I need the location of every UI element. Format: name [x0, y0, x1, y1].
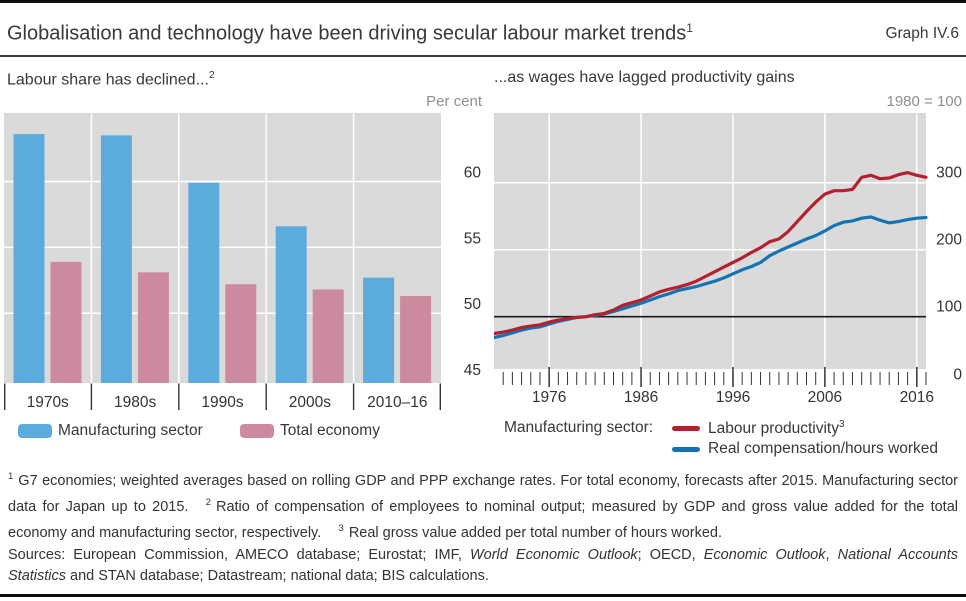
- legend-label-total-economy: Total economy: [280, 422, 380, 439]
- sources-publication-title: Economic Outlook: [703, 547, 826, 563]
- legend-swatch-manufacturing-sector: [18, 424, 52, 438]
- legend-label-manufacturing-sector: Manufacturing sector: [58, 422, 203, 439]
- category-label-1970s: 1970s: [27, 394, 69, 411]
- footnotes-paragraph: 1 G7 economies; weighted averages based o…: [8, 466, 958, 544]
- footnote-marker-1: 1: [8, 471, 14, 482]
- bar-total-economy-1970s: [50, 261, 82, 383]
- sources-publication-title: National Accounts Statistics: [8, 547, 958, 585]
- legend-swatch-labour-productivity: [672, 426, 700, 431]
- left-panel-subtitle-text: Labour share has declined...: [7, 71, 209, 89]
- right-plot-background: [494, 113, 926, 369]
- y-axis-label-300: 300: [936, 165, 962, 182]
- category-label-1980s: 1980s: [114, 394, 156, 411]
- legend-swatch-total-economy: [240, 424, 274, 438]
- y-axis-label-50: 50: [464, 296, 482, 313]
- y-axis-label-0: 0: [953, 367, 962, 384]
- left-panel-subtitle-footnote-marker: 2: [208, 69, 215, 81]
- category-label-2010-16: 2010–16: [367, 394, 427, 411]
- legend-prefix-manufacturing-sector: Manufacturing sector:: [504, 419, 654, 436]
- x-axis-label-1976: 1976: [532, 389, 566, 406]
- page-title-footnote-marker: 1: [686, 21, 693, 35]
- category-label-1990s: 1990s: [201, 394, 243, 411]
- left-panel-unit-label: Per cent: [426, 93, 482, 110]
- bar-total-economy-1990s: [225, 284, 257, 383]
- footnote-marker-2: 2: [205, 497, 211, 509]
- legend-label-real-compensation: Real compensation/hours worked: [708, 440, 939, 457]
- legend-swatch-real-compensation: [672, 447, 700, 452]
- sources-text: Sources: European Commission, AMECO data…: [8, 547, 470, 563]
- y-axis-label-100: 100: [936, 299, 962, 316]
- legend-label-labour-productivity: Labour productivity3: [708, 419, 845, 438]
- footnote-text-2: Ratio of compensation of employees to no…: [8, 498, 958, 542]
- bar-total-economy-1980s: [137, 272, 169, 383]
- y-axis-label-200: 200: [936, 232, 962, 249]
- right-panel-subtitle: ...as wages have lagged productivity gai…: [494, 69, 795, 86]
- bar-manufacturing-sector-2010-16: [363, 277, 395, 383]
- productivity-wages-line-chart: 1976 1986 1996 2006 2016 0 100 200 300: [494, 113, 962, 406]
- footnote-marker-3: 3: [338, 523, 344, 535]
- page-title: Globalisation and technology have been d…: [7, 21, 693, 46]
- page-title-text: Globalisation and technology have been d…: [7, 22, 687, 45]
- graph-number-label: Graph IV.6: [885, 25, 959, 42]
- sources-text: and STAN database; Datastream; national …: [66, 568, 489, 585]
- footnote-text-3: Real gross value added per total number …: [348, 525, 722, 542]
- bar-total-economy-2000s: [312, 289, 344, 383]
- y-axis-label-45: 45: [464, 362, 481, 379]
- bottom-border-rule: [0, 594, 966, 597]
- bar-manufacturing-sector-1980s: [100, 135, 132, 383]
- sources-paragraph: Sources: European Commission, AMECO data…: [8, 545, 958, 588]
- y-axis-label-55: 55: [464, 230, 481, 247]
- left-panel-subtitle: Labour share has declined...2: [7, 69, 215, 89]
- legend-label-labour-productivity-text: Labour productivity: [708, 420, 839, 438]
- sources-text: ; OECD,: [637, 547, 704, 563]
- line-series-labour-productivity: [494, 170, 928, 336]
- y-axis-label-60: 60: [464, 164, 482, 181]
- category-label-2000s: 2000s: [289, 394, 331, 411]
- legend-label-labour-productivity-footnote-marker: 3: [838, 419, 845, 430]
- bar-manufacturing-sector-2000s: [275, 226, 307, 383]
- x-axis-label-1986: 1986: [624, 389, 658, 406]
- top-border-rule: [0, 0, 966, 3]
- right-panel-unit-label: 1980 = 100: [886, 93, 963, 110]
- title-divider-rule: [0, 55, 966, 57]
- bar-manufacturing-sector-1990s: [188, 182, 220, 383]
- labour-share-bar-chart: 1970s 1980s 1990s 2000s 2010–16 45 50 55 60: [4, 113, 482, 411]
- x-axis-label-2006: 2006: [808, 389, 842, 406]
- x-axis-label-1996: 1996: [716, 389, 750, 406]
- sources-publication-title: World Economic Outlook: [469, 547, 638, 563]
- x-axis-label-2016: 2016: [900, 389, 934, 406]
- sources-text: ,: [825, 547, 838, 563]
- bar-total-economy-2010-16: [400, 296, 432, 383]
- footnote-text-1: G7 economies; weighted averages based on…: [8, 472, 958, 515]
- bar-manufacturing-sector-1970s: [13, 134, 45, 383]
